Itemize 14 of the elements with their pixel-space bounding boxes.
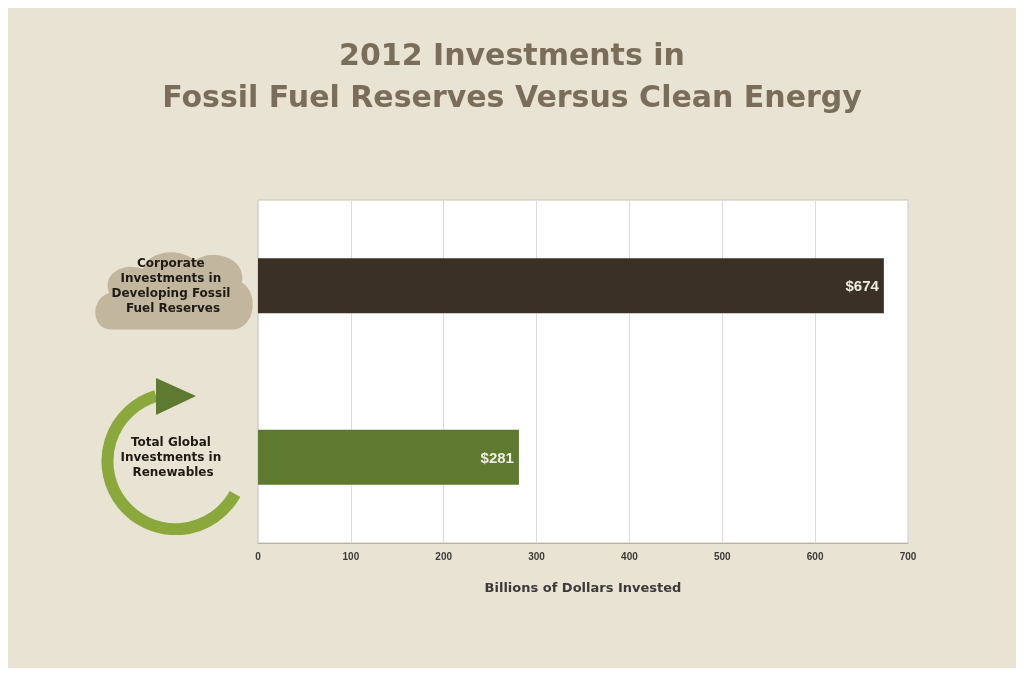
x-tick-label: 700 bbox=[899, 550, 917, 562]
data-label: $674 bbox=[845, 277, 880, 295]
y-tick-label: Total Global Investments in Renewables bbox=[120, 435, 226, 480]
x-tick-label: 300 bbox=[528, 550, 546, 562]
x-tick-label: 400 bbox=[621, 550, 639, 562]
x-tick-label: 200 bbox=[435, 550, 453, 562]
x-axis-title: Billions of Dollars Invested bbox=[484, 580, 682, 595]
chart-title: 2012 Investments in Fossil Fuel Reserves Versus Clean Energy bbox=[162, 36, 863, 114]
data-label: $281 bbox=[480, 448, 514, 466]
x-tick-label: 500 bbox=[713, 550, 732, 562]
y-tick-label: Corporate Investments in Developing Fossil Fuel Reserves bbox=[111, 256, 235, 316]
x-tick-label: 0 bbox=[255, 550, 262, 562]
x-tick-label: 100 bbox=[342, 550, 360, 562]
x-tick-label: 600 bbox=[806, 550, 824, 562]
